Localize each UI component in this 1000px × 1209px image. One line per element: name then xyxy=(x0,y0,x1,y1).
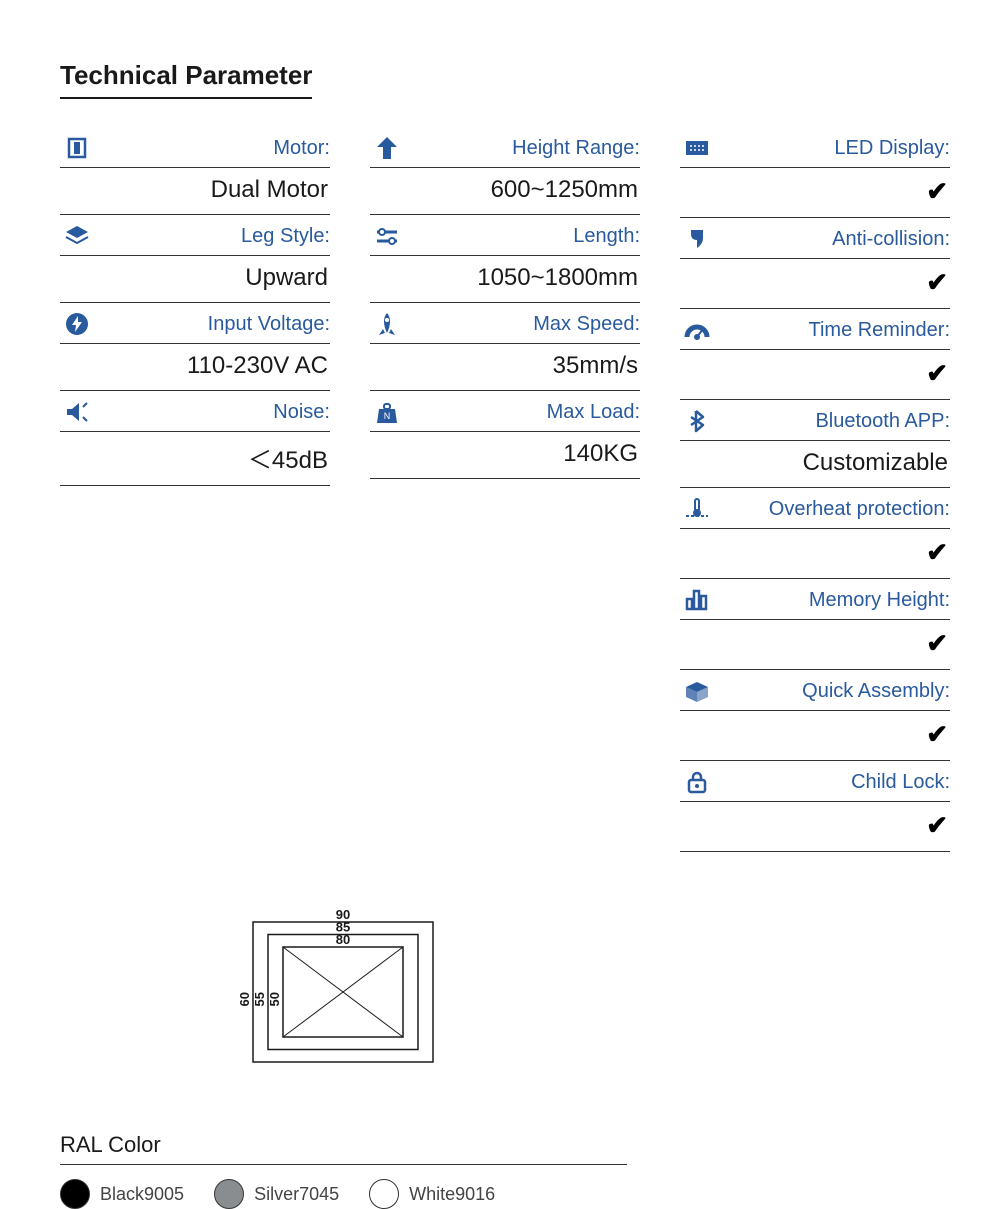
ral-swatches: Black9005 Silver7045 White9016 xyxy=(60,1179,627,1209)
checkmark-icon: ✔ xyxy=(926,267,948,298)
spec-label: Length: xyxy=(412,225,640,248)
spec-value: ✔ xyxy=(680,529,950,572)
rocket-icon xyxy=(370,309,404,339)
spec-label: Leg Style: xyxy=(102,225,330,248)
spec-columns: Motor: Dual Motor Leg Style: Upward Inpu… xyxy=(60,127,950,852)
spec-row: N Max Load: 140KG xyxy=(370,391,640,479)
color-dot xyxy=(214,1179,244,1209)
bars-icon xyxy=(680,585,714,615)
spec-value: ✔ xyxy=(680,802,950,845)
ral-color-section: RAL Color Black9005 Silver7045 White9016 xyxy=(60,1132,627,1209)
spec-value: 35mm/s xyxy=(370,344,640,384)
spec-row: Length: 1050~1800mm xyxy=(370,215,640,303)
spec-label: Noise: xyxy=(102,401,330,424)
spec-row: Memory Height: ✔ xyxy=(680,579,950,670)
spec-value: Upward xyxy=(60,256,330,296)
arrow-up-icon xyxy=(370,133,404,163)
ral-name: Silver7045 xyxy=(254,1184,339,1205)
layers-icon xyxy=(60,221,94,251)
spec-value: 110-230V AC xyxy=(60,344,330,384)
svg-text:55: 55 xyxy=(252,992,267,1006)
spec-column-1: Motor: Dual Motor Leg Style: Upward Inpu… xyxy=(60,127,330,852)
sound-icon xyxy=(60,397,94,427)
spec-label: Max Load: xyxy=(412,401,640,424)
spec-label: Time Reminder: xyxy=(722,319,950,342)
gauge-icon xyxy=(680,315,714,345)
spec-row: Motor: Dual Motor xyxy=(60,127,330,215)
bolt-icon xyxy=(60,309,94,339)
ral-name: Black9005 xyxy=(100,1184,184,1205)
spec-value: ✔ xyxy=(680,711,950,754)
spec-row: Overheat protection: ✔ xyxy=(680,488,950,579)
spec-column-3: LED Display: ✔ Anti-collision: ✔ Time Re… xyxy=(680,127,950,852)
spec-row: Max Speed: 35mm/s xyxy=(370,303,640,391)
lock-icon xyxy=(680,767,714,797)
svg-text:60: 60 xyxy=(237,992,252,1006)
spec-value: 1050~1800mm xyxy=(370,256,640,296)
spec-row: LED Display: ✔ xyxy=(680,127,950,218)
bluetooth-icon xyxy=(680,406,714,436)
spec-value: ✔ xyxy=(680,620,950,663)
box-icon xyxy=(680,676,714,706)
spec-label: Memory Height: xyxy=(722,589,950,612)
spec-value: 600~1250mm xyxy=(370,168,640,208)
spec-row: Input Voltage: 110-230V AC xyxy=(60,303,330,391)
spec-label: Max Speed: xyxy=(412,313,640,336)
checkmark-icon: ✔ xyxy=(926,358,948,389)
ral-name: White9016 xyxy=(409,1184,495,1205)
svg-text:80: 80 xyxy=(336,932,350,947)
dimension-diagram: 908580605550 xyxy=(60,882,627,1102)
checkmark-icon: ✔ xyxy=(926,176,948,207)
spec-label: Quick Assembly: xyxy=(722,680,950,703)
ral-swatch: White9016 xyxy=(369,1179,495,1209)
ral-title: RAL Color xyxy=(60,1132,627,1165)
spec-row: Time Reminder: ✔ xyxy=(680,309,950,400)
checkmark-icon: ✔ xyxy=(926,810,948,841)
spec-row: Noise: ＜45dB xyxy=(60,391,330,486)
collision-icon xyxy=(680,224,714,254)
spec-value: ＜45dB xyxy=(60,432,330,479)
thermo-icon xyxy=(680,494,714,524)
spec-label: Child Lock: xyxy=(722,771,950,794)
spec-row: Quick Assembly: ✔ xyxy=(680,670,950,761)
spec-value: ✔ xyxy=(680,350,950,393)
spec-value: Dual Motor xyxy=(60,168,330,208)
svg-text:N: N xyxy=(384,411,391,421)
spec-label: Height Range: xyxy=(412,137,640,160)
spec-label: Anti-collision: xyxy=(722,228,950,251)
spec-label: Motor: xyxy=(102,137,330,160)
color-dot xyxy=(369,1179,399,1209)
weight-icon: N xyxy=(370,397,404,427)
spec-value: Customizable xyxy=(680,441,950,481)
spec-row: Child Lock: ✔ xyxy=(680,761,950,852)
display-icon xyxy=(680,133,714,163)
ral-swatch: Silver7045 xyxy=(214,1179,339,1209)
checkmark-icon: ✔ xyxy=(926,537,948,568)
spec-row: Height Range: 600~1250mm xyxy=(370,127,640,215)
spec-row: Leg Style: Upward xyxy=(60,215,330,303)
color-dot xyxy=(60,1179,90,1209)
spec-row: Anti-collision: ✔ xyxy=(680,218,950,309)
checkmark-icon: ✔ xyxy=(926,719,948,750)
section-title: Technical Parameter xyxy=(60,60,312,99)
motor-icon xyxy=(60,133,94,163)
spec-label: Input Voltage: xyxy=(102,313,330,336)
sliders-icon xyxy=(370,221,404,251)
spec-value: ✔ xyxy=(680,259,950,302)
spec-label: LED Display: xyxy=(722,137,950,160)
spec-column-2: Height Range: 600~1250mm Length: 1050~18… xyxy=(370,127,640,852)
spec-label: Bluetooth APP: xyxy=(722,410,950,433)
svg-text:50: 50 xyxy=(267,992,282,1006)
spec-value: 140KG xyxy=(370,432,640,472)
checkmark-icon: ✔ xyxy=(926,628,948,659)
spec-row: Bluetooth APP: Customizable xyxy=(680,400,950,488)
spec-value: ✔ xyxy=(680,168,950,211)
ral-swatch: Black9005 xyxy=(60,1179,184,1209)
spec-label: Overheat protection: xyxy=(722,498,950,521)
